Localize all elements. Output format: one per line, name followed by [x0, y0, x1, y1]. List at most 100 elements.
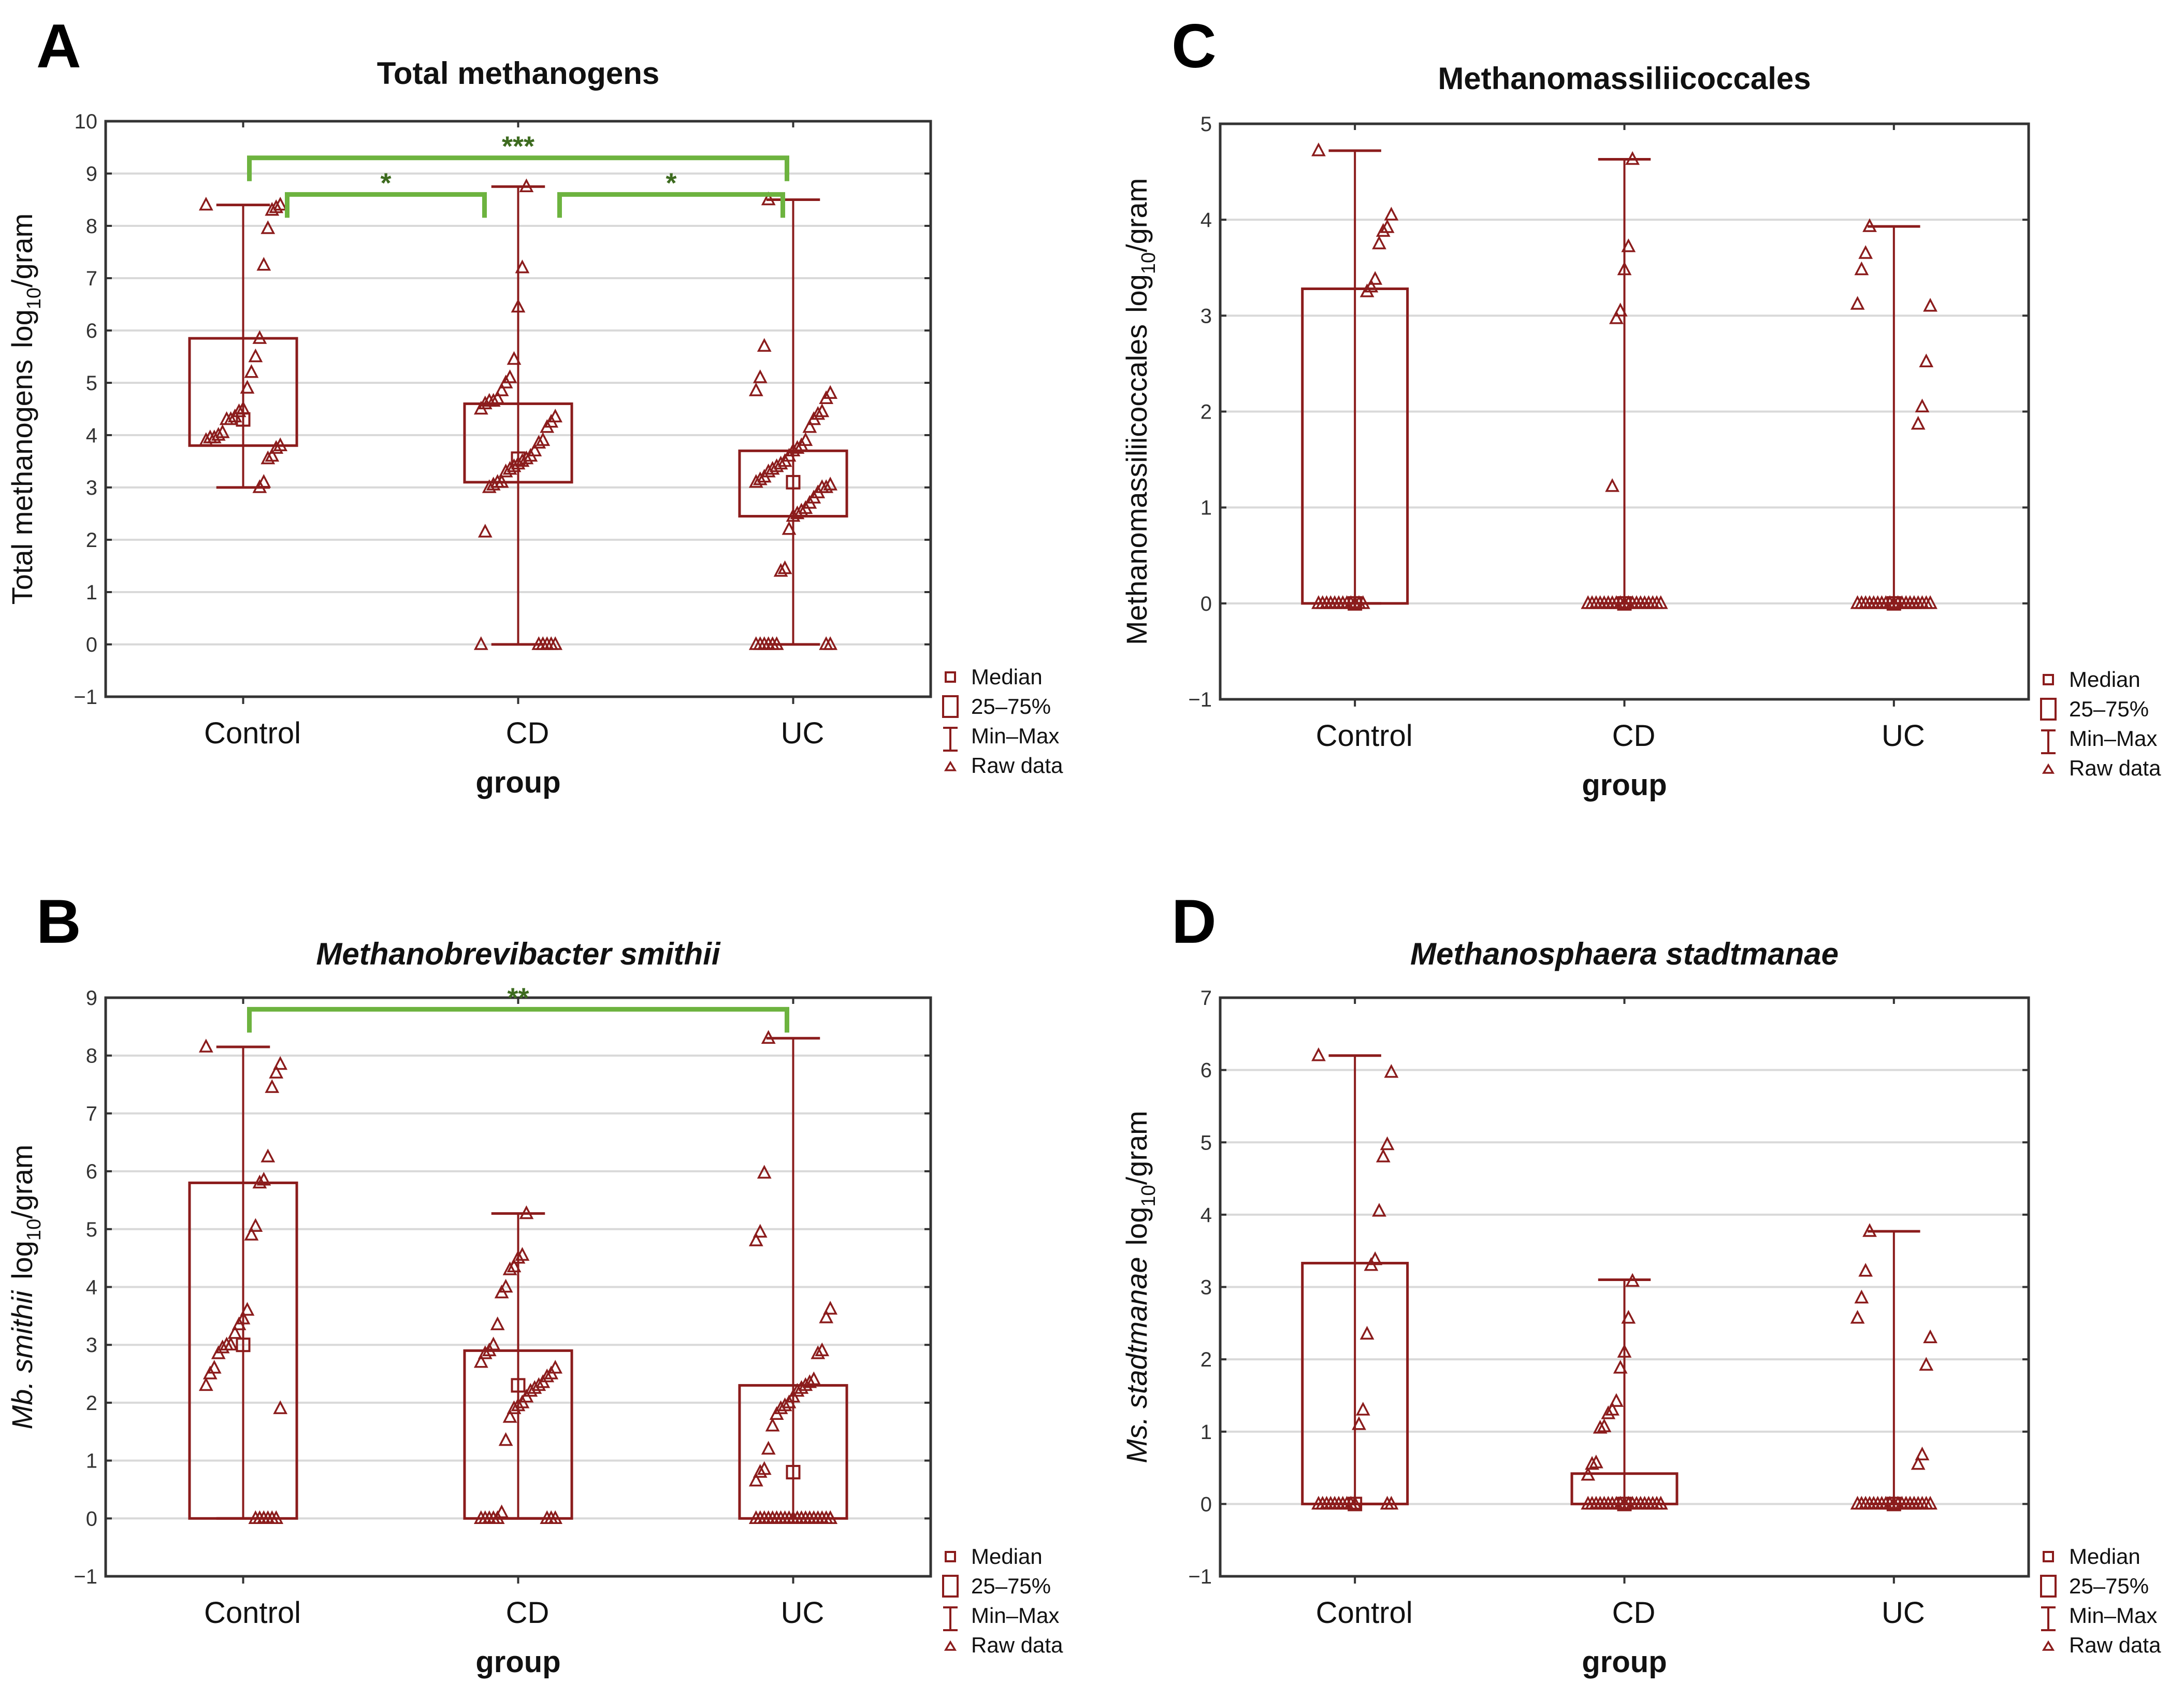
box-uc	[1850, 1223, 1937, 1512]
raw-data-point	[1311, 142, 1326, 156]
y-tick-label: 0	[1201, 593, 1212, 615]
significance-label: ***	[502, 131, 534, 162]
significance-label: **	[507, 982, 529, 1013]
y-label-name: Ms. stadtmanae	[1120, 1257, 1153, 1463]
y-tick-label: 3	[86, 1334, 97, 1357]
raw-data-point	[786, 508, 801, 522]
raw-data-point	[1609, 310, 1624, 324]
raw-data-point	[757, 1164, 772, 1179]
raw-data-point	[519, 1388, 534, 1403]
y-label-name: Mb. smithii	[6, 1290, 38, 1429]
raw-data-point	[498, 463, 513, 478]
legend-label: 25–75%	[971, 694, 1051, 718]
raw-data-point	[256, 256, 271, 271]
raw-data-point	[523, 1383, 538, 1397]
raw-data-point	[1653, 1495, 1668, 1510]
raw-data-point	[765, 1417, 780, 1432]
raw-data-point	[494, 1284, 509, 1299]
raw-data-point	[207, 1360, 222, 1374]
median-marker	[236, 1338, 251, 1353]
y-tick-label: 5	[1201, 113, 1212, 136]
raw-data-point	[1601, 595, 1616, 609]
raw-data-point	[269, 1065, 284, 1078]
raw-data-point	[1380, 1495, 1395, 1510]
x-axis-label: group	[1582, 768, 1667, 802]
raw-data-point	[236, 1311, 251, 1325]
y-axis-label: Mb. smithii log10/gram	[6, 1145, 45, 1430]
legend-label: Min–Max	[2069, 1603, 2157, 1628]
legend-label: Raw data	[2069, 756, 2161, 780]
raw-data-point	[527, 442, 542, 457]
raw-data-point	[478, 395, 493, 410]
raw-data-point	[198, 196, 213, 211]
raw-data-point	[782, 448, 797, 462]
panel-a: A Total methanogens −1 0 1 2 3 4 5 6 7 8 9 10 Control C…	[6, 11, 1063, 799]
y-tick-label: 4	[1201, 209, 1212, 232]
legend-minmax-icon	[943, 1606, 958, 1631]
median-marker	[786, 474, 801, 490]
raw-data-point	[1862, 1223, 1877, 1237]
x-tick-label: UC	[1882, 719, 1925, 753]
raw-data-point	[1915, 398, 1930, 412]
y-label-unit: log	[6, 1241, 38, 1279]
raw-data-point	[806, 411, 821, 425]
chart-title: Methanobrevibacter smithii	[316, 937, 721, 971]
raw-data-point	[823, 385, 838, 399]
panel-b: B Methanobrevibacter smithii −1 0 1 2 3 4 5 6 7 8 9 C…	[6, 887, 1063, 1679]
y-tick-label: −1	[74, 1565, 97, 1588]
legend-label: Median	[2069, 667, 2140, 692]
median-marker	[511, 1378, 526, 1393]
y-tick-label: 2	[86, 529, 97, 552]
raw-data-point	[265, 202, 280, 216]
y-tick-label: 2	[1201, 401, 1212, 424]
raw-data-point	[215, 1340, 230, 1354]
panel-letter: B	[36, 887, 81, 956]
y-label-subscript: 10	[1138, 1185, 1160, 1206]
raw-data-point	[1311, 595, 1326, 609]
raw-data-point	[1613, 1360, 1628, 1374]
raw-data-point	[1858, 1263, 1873, 1277]
raw-data-point	[1376, 223, 1391, 237]
raw-data-point	[248, 1510, 263, 1525]
y-tick-label: 5	[86, 1218, 97, 1241]
raw-data-point	[819, 1309, 834, 1324]
chart-title: Total methanogens	[377, 56, 660, 91]
y-tick-label: 8	[86, 215, 97, 238]
raw-data-point	[1364, 1257, 1379, 1271]
iqr-box	[188, 1181, 298, 1520]
y-tick-label: 4	[1201, 1204, 1212, 1227]
raw-data-point	[273, 1056, 288, 1070]
y-tick-label: 5	[86, 372, 97, 395]
raw-data-point	[540, 1368, 555, 1383]
legend-label: Raw data	[2069, 1633, 2161, 1657]
legend-label: Min–Max	[2069, 726, 2157, 751]
raw-data-point	[1311, 1495, 1326, 1510]
box-cd	[1570, 1273, 1679, 1512]
x-tick-label: CD	[1612, 719, 1656, 753]
raw-data-point	[1368, 271, 1383, 285]
y-tick-label: 6	[86, 1160, 97, 1183]
raw-data-point	[502, 369, 517, 383]
x-tick-label: CD	[506, 1596, 549, 1630]
raw-data-point	[219, 411, 234, 425]
raw-data-point	[823, 1510, 838, 1525]
raw-data-point	[1617, 1344, 1632, 1358]
y-tick-label: 4	[86, 424, 97, 447]
box-control	[188, 1039, 298, 1525]
x-tick-label: Control	[1316, 719, 1413, 753]
raw-data-point	[815, 479, 830, 493]
y-label-name: Methanomassiliicoccales	[1120, 324, 1153, 645]
raw-data-point	[753, 369, 768, 383]
raw-data-point	[473, 1510, 488, 1525]
raw-data-point	[819, 636, 834, 650]
raw-data-point	[802, 419, 817, 433]
significance-bracket	[285, 192, 487, 218]
panel-letter: D	[1171, 887, 1217, 956]
x-tick-label: UC	[1882, 1596, 1925, 1630]
raw-data-point	[273, 1400, 288, 1414]
legend: Median 25–75% Min–Max Raw data	[942, 665, 1063, 778]
raw-data-point	[473, 1354, 488, 1368]
raw-data-point	[811, 1345, 826, 1359]
raw-data-point	[548, 408, 563, 423]
